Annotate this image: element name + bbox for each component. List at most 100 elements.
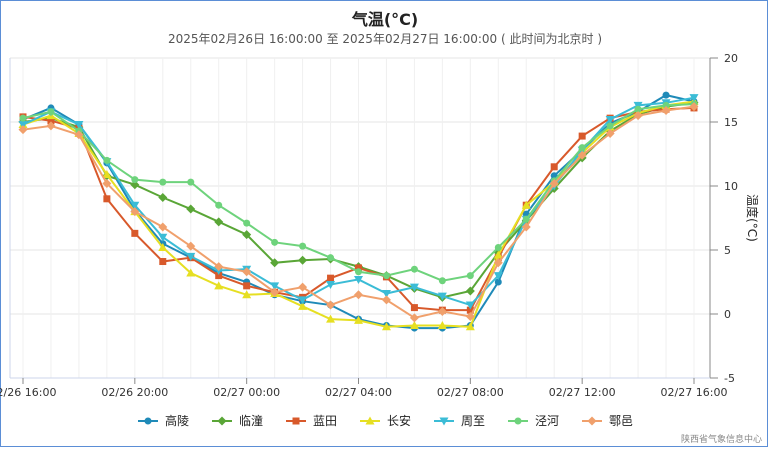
legend-swatch [285,417,306,424]
data-point [186,241,196,251]
legend-label: 蓝田 [312,414,337,428]
legend-item[interactable]: 临潼 [211,412,263,429]
y-tick-label: 15 [724,116,738,129]
legend-label: 泾河 [535,414,560,428]
data-point [410,265,418,273]
series-6 [18,102,699,323]
legend-swatch [211,416,232,425]
data-point [365,416,375,424]
data-point [131,176,139,184]
data-point [243,219,251,227]
data-point [186,204,196,214]
x-tick-label: 02/27 04:00 [325,386,392,399]
data-point [214,281,224,290]
data-point [354,290,363,300]
data-point [381,322,391,331]
data-point [215,201,223,209]
x-tick-label: 02/27 08:00 [437,386,504,399]
data-point [355,268,362,276]
data-point [271,238,279,246]
legend-item[interactable]: 高陵 [137,412,189,429]
legend-swatch [137,417,158,424]
data-point [131,229,139,237]
data-point [662,91,670,99]
data-point [327,274,335,282]
x-tick-label: 02/27 00:00 [213,386,280,399]
data-point [18,125,28,135]
data-point [159,178,167,186]
data-point [689,102,699,112]
data-point [522,215,530,223]
data-point [158,233,168,242]
data-point [130,201,140,210]
data-point [292,417,300,424]
data-point [493,272,503,281]
data-point [409,321,419,330]
data-point [381,295,391,305]
data-point [409,283,419,292]
data-point [186,252,196,261]
data-point [578,132,586,140]
legend-item[interactable]: 蓝田 [285,412,337,429]
data-point [409,313,419,323]
data-point [158,242,168,251]
data-point [243,282,251,290]
data-point [494,243,502,251]
data-point [521,200,531,209]
legend-label: 鄠邑 [609,414,634,428]
data-point [242,230,252,240]
legend-item[interactable]: 泾河 [507,412,559,429]
data-point [299,242,307,250]
data-point [158,193,168,203]
data-point [439,417,449,425]
x-tick-label: 02/27 16:00 [661,386,728,399]
data-point [514,417,522,424]
data-point [605,129,615,139]
data-point [18,121,28,130]
series-5 [19,100,698,285]
data-point [493,250,503,259]
data-point [355,264,362,272]
data-point [493,258,503,268]
data-point [270,258,280,268]
data-point [130,207,140,217]
data-point [578,144,586,152]
data-point [47,108,55,116]
data-point [186,268,196,277]
axes: -5 0 5 10 15 20 02/26 16:00 02/26 20:00 02/27 00… [0,52,738,399]
data-point [466,272,474,280]
legend-label: 临潼 [238,414,263,428]
data-point [19,114,27,122]
data-point [521,222,531,232]
data-point [242,267,252,277]
y-tick-label: 0 [724,308,731,321]
data-point [144,417,152,424]
grid-lines [10,57,710,379]
legend-item[interactable]: 鄠邑 [581,412,633,429]
legend-item[interactable]: 长安 [359,412,411,429]
data-point [494,278,502,286]
data-point [270,287,280,297]
data-point [187,178,195,186]
data-point [103,195,111,203]
data-point [298,296,308,305]
chart-title: 气温(°C) [351,10,419,29]
chart-subtitle: 2025年02月26日 16:00:00 至 2025年02月27日 16:00… [167,32,602,46]
data-point [326,314,336,323]
data-point [326,281,336,290]
data-point [242,290,252,299]
legend-item[interactable]: 周至 [433,412,485,429]
data-point [46,121,56,131]
legend-label: 长安 [386,414,411,428]
data-point [381,290,391,299]
data-point [74,130,84,140]
legend-label: 周至 [461,414,486,428]
legend-swatch [508,417,529,424]
data-point [298,301,308,310]
data-point [550,163,558,171]
data-point [606,122,614,130]
legend-swatch [359,416,380,424]
y-tick-label: 20 [724,52,738,65]
data-point [689,94,699,103]
